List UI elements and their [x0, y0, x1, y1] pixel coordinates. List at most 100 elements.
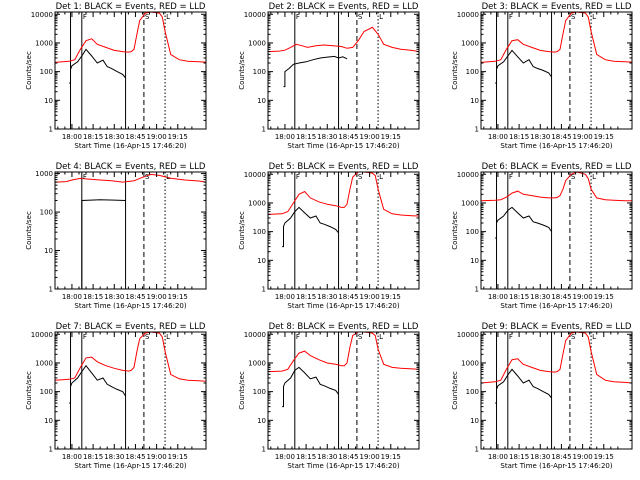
- x-tick-label: 18:45: [338, 453, 358, 461]
- x-tick-label: 18:15: [509, 453, 529, 461]
- x-tick-label: 18:45: [338, 293, 358, 301]
- marker-label-f: F: [83, 13, 87, 21]
- x-tick-label: 19:00: [147, 293, 167, 301]
- x-tick-label: 18:00: [275, 293, 295, 301]
- series-line-events: [282, 206, 339, 248]
- x-tick-label: 19:00: [360, 453, 380, 461]
- plot-frame: [480, 171, 633, 290]
- y-tick-label: 10000: [31, 331, 53, 339]
- x-tick-label: 18:00: [62, 133, 82, 141]
- y-tick-label: 1: [262, 446, 266, 454]
- marker-label-l: L: [166, 173, 170, 181]
- x-tick-label: 18:30: [317, 453, 337, 461]
- y-tick-label: 1: [475, 126, 479, 134]
- y-tick-label: 10: [44, 97, 53, 105]
- x-tick-label: 18:15: [296, 133, 316, 141]
- panel-title: Det 7: BLACK = Events, RED = LLD: [56, 322, 206, 332]
- marker-label-f: F: [509, 333, 513, 341]
- series-line-events: [80, 199, 126, 289]
- x-tick-label: 18:15: [509, 293, 529, 301]
- marker-label-f: F: [509, 13, 513, 21]
- marker-label-s: S: [358, 173, 363, 181]
- y-tick-label: 10000: [457, 171, 479, 179]
- plot-frame: [480, 331, 633, 450]
- y-tick-label: 100: [466, 68, 479, 76]
- panel-title: Det 2: BLACK = Events, RED = LLD: [269, 2, 419, 12]
- plot-area: [481, 172, 632, 289]
- x-tick-label: 18:00: [275, 453, 295, 461]
- panel-title: Det 4: BLACK = Events, RED = LLD: [56, 162, 206, 172]
- x-tick-label: 19:15: [381, 453, 401, 461]
- y-tick-label: 1000: [248, 359, 266, 367]
- marker-label-f: F: [509, 173, 513, 181]
- plot-area: [268, 12, 419, 129]
- marker-label-s: S: [145, 173, 150, 181]
- y-tick-label: 10: [44, 417, 53, 425]
- marker-label-l: L: [379, 13, 383, 21]
- series-line-lld: [481, 12, 632, 63]
- x-tick-label: 19:00: [573, 133, 593, 141]
- x-tick-label: 18:30: [104, 133, 124, 141]
- marker-label-l: L: [592, 13, 596, 21]
- x-axis-label: Start Time (16-Apr-15 17:46:20): [287, 142, 399, 150]
- x-tick-label: 18:15: [296, 453, 316, 461]
- y-tick-label: 10: [44, 247, 53, 255]
- marker-label-s: S: [358, 333, 363, 341]
- plot-frame: [54, 331, 207, 450]
- x-tick-label: 18:45: [125, 293, 145, 301]
- y-tick-label: 100: [40, 388, 53, 396]
- marker-label-s: S: [571, 333, 576, 341]
- marker-label-s: S: [145, 333, 150, 341]
- y-tick-label: 10000: [457, 11, 479, 19]
- x-axis-label: Start Time (16-Apr-15 17:46:20): [500, 462, 612, 470]
- x-tick-label: 19:00: [360, 133, 380, 141]
- y-tick-label: 10000: [244, 11, 266, 19]
- marker-label-f: F: [296, 173, 300, 181]
- y-tick-label: 1: [49, 446, 53, 454]
- x-axis-label: Start Time (16-Apr-15 17:46:20): [74, 142, 186, 150]
- plot-frame: [267, 331, 420, 450]
- marker-label-f: F: [83, 333, 87, 341]
- x-tick-label: 18:15: [296, 293, 316, 301]
- series-line-events: [495, 368, 552, 404]
- y-tick-label: 100: [253, 228, 266, 236]
- y-axis-label: Counts/sec: [25, 371, 33, 410]
- y-tick-label: 10: [470, 97, 479, 105]
- marker-label-s: S: [358, 13, 363, 21]
- plot-area: [55, 12, 206, 129]
- x-tick-label: 19:00: [147, 453, 167, 461]
- x-axis-label: Start Time (16-Apr-15 17:46:20): [74, 302, 186, 310]
- panel-title: Det 5: BLACK = Events, RED = LLD: [269, 162, 419, 172]
- marker-label-f: F: [83, 173, 87, 181]
- marker-label-f: F: [296, 13, 300, 21]
- series-line-events: [282, 366, 340, 408]
- series-line-lld: [481, 332, 632, 384]
- panel-title: Det 6: BLACK = Events, RED = LLD: [482, 162, 632, 172]
- y-tick-label: 100: [253, 388, 266, 396]
- marker-label-l: L: [379, 173, 383, 181]
- y-tick-label: 1: [475, 446, 479, 454]
- x-axis-label: Start Time (16-Apr-15 17:46:20): [287, 462, 399, 470]
- series-line-lld: [481, 172, 632, 202]
- x-axis-label: Start Time (16-Apr-15 17:46:20): [74, 462, 186, 470]
- x-tick-label: 19:15: [594, 453, 614, 461]
- marker-label-l: L: [379, 333, 383, 341]
- y-axis-label: Counts/sec: [238, 211, 246, 250]
- y-tick-label: 1000: [461, 39, 479, 47]
- panel-title: Det 1: BLACK = Events, RED = LLD: [56, 2, 206, 12]
- plot-area: [55, 172, 206, 289]
- y-axis-label: Counts/sec: [25, 51, 33, 90]
- series-line-lld: [55, 12, 206, 63]
- y-tick-label: 1: [49, 286, 53, 294]
- y-tick-label: 10: [257, 97, 266, 105]
- y-axis-label: Counts/sec: [451, 51, 459, 90]
- x-tick-label: 19:15: [381, 293, 401, 301]
- y-tick-label: 100: [40, 68, 53, 76]
- marker-label-l: L: [592, 333, 596, 341]
- x-tick-label: 18:45: [338, 133, 358, 141]
- y-tick-label: 1000: [248, 199, 266, 207]
